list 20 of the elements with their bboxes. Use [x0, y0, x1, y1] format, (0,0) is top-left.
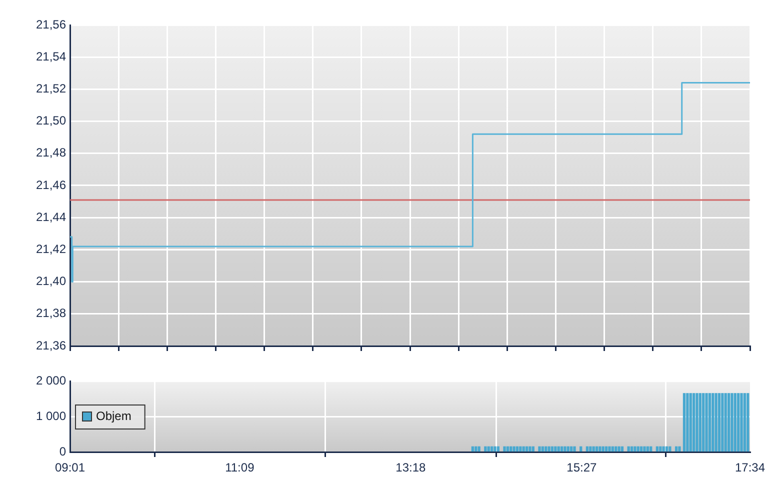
x-tick-label: 09:01: [54, 460, 86, 475]
y-tick-label: 21,46: [36, 178, 66, 192]
x-tick-label: 13:18: [396, 460, 426, 475]
y-tick-label: 1 000: [36, 408, 66, 423]
y-tick-label: 21,54: [36, 49, 66, 64]
legend-label: Objem: [96, 408, 132, 423]
x-tick-label: 15:27: [566, 460, 597, 475]
x-tick-label: 11:09: [225, 460, 255, 475]
y-tick-label: 21,38: [36, 306, 66, 320]
y-tick-label: 21,42: [36, 242, 66, 256]
y-tick-label: 21,52: [36, 82, 66, 96]
y-tick-label: 2 000: [36, 373, 66, 388]
y-tick-label: 21,44: [36, 210, 66, 224]
y-tick-label: 21,48: [36, 146, 66, 160]
y-tick-label: 21,56: [36, 17, 66, 32]
y-tick-label: 21,40: [36, 274, 66, 288]
y-tick-label: 21,50: [36, 114, 66, 128]
y-tick-label: 0: [59, 444, 66, 458]
y-tick-label: 21,36: [36, 338, 66, 352]
x-tick-label: 17:34: [734, 460, 766, 475]
